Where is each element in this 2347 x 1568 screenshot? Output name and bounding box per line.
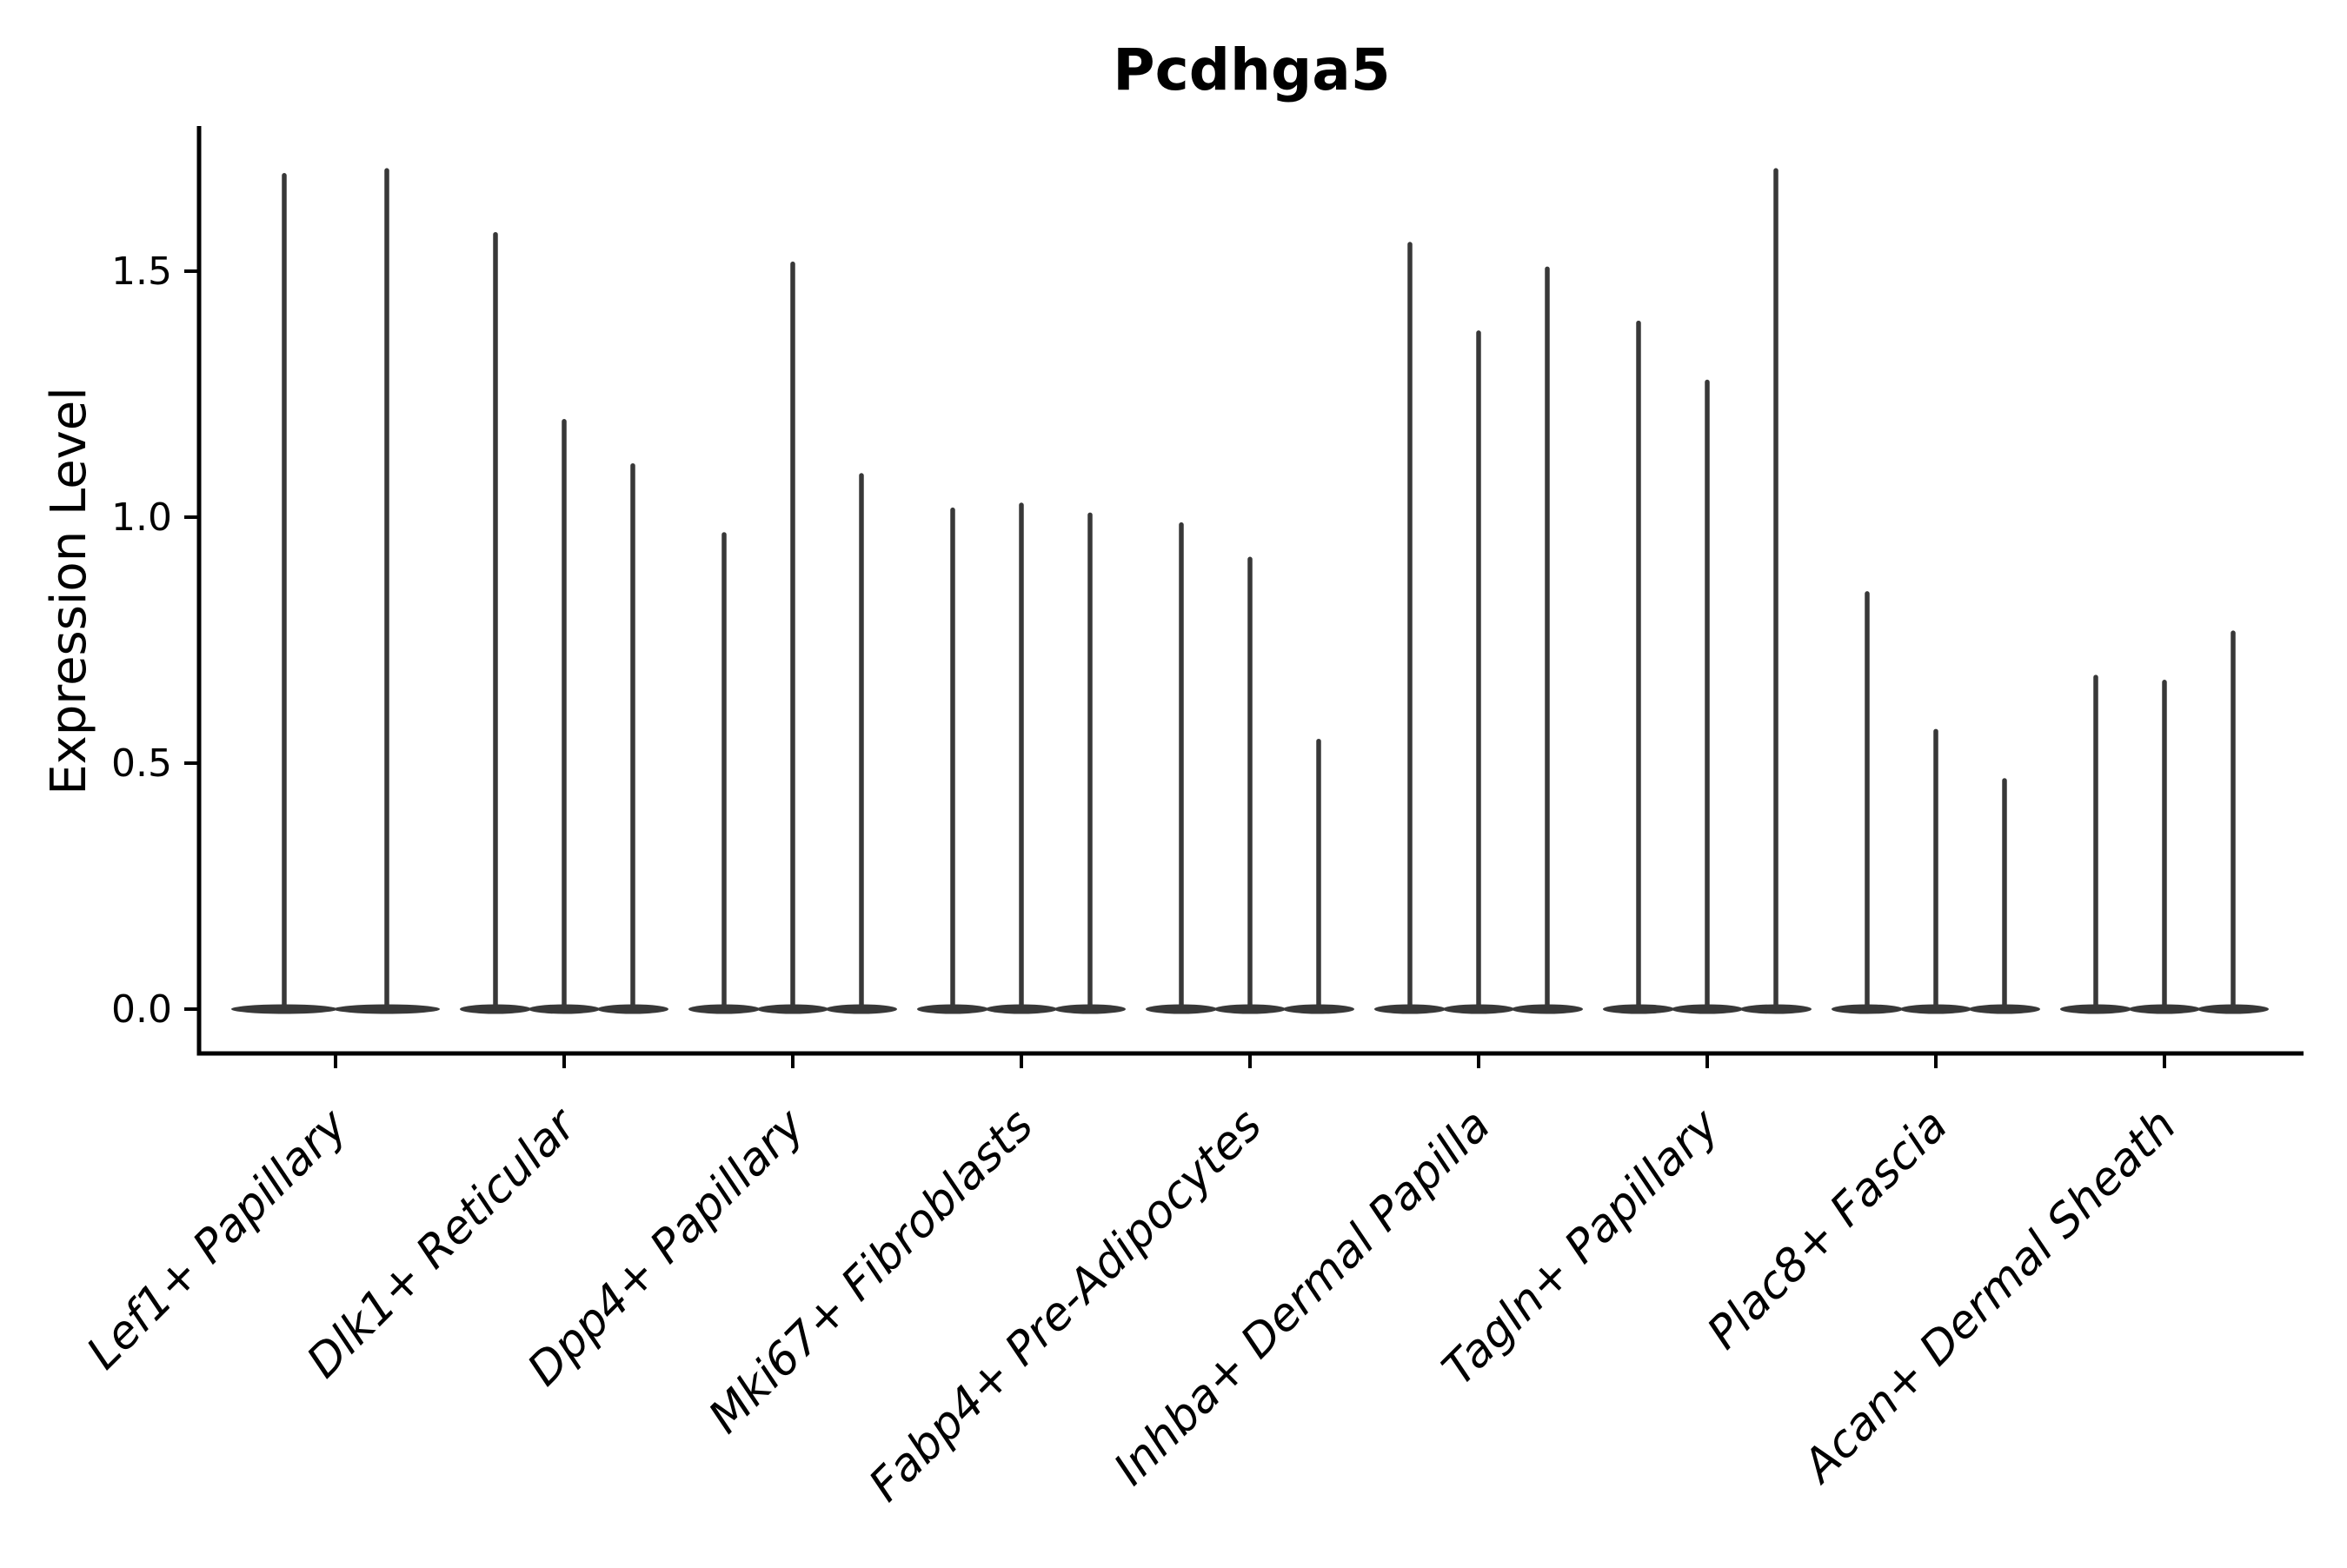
y-tick-label: 1.0 xyxy=(111,495,172,540)
x-tick-label: Plac8+ Fascia xyxy=(1698,1100,1958,1359)
x-tick-label: Fabp4+ Pre-Adipocytes xyxy=(860,1100,1273,1512)
y-axis-label: Expression Level xyxy=(41,387,97,795)
y-tick-label: 0.0 xyxy=(111,987,172,1032)
y-tick-label: 0.5 xyxy=(111,741,172,786)
chart-title: Pcdhga5 xyxy=(1113,37,1390,103)
y-tick-label: 1.5 xyxy=(111,249,172,294)
x-tick-label: Inhba+ Dermal Papilla xyxy=(1104,1100,1500,1496)
x-tick-label: Acan+ Dermal Sheath xyxy=(1792,1100,2186,1494)
